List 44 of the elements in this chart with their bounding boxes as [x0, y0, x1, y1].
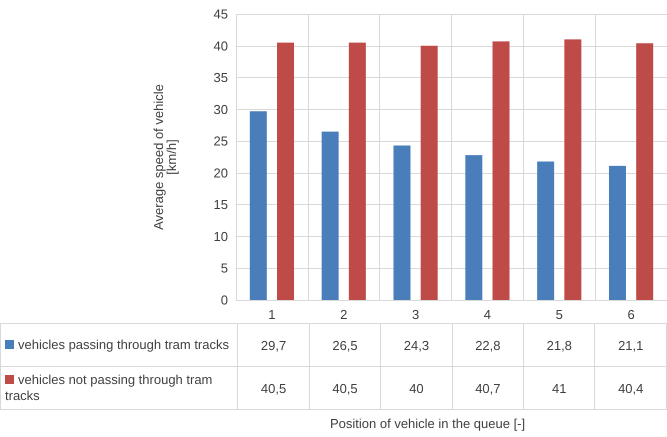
data-label: 41	[524, 366, 595, 410]
bar	[537, 161, 554, 300]
y-tick-label: 10	[214, 228, 228, 244]
bar	[277, 42, 294, 300]
y-tick-label: 35	[214, 70, 228, 86]
bar	[564, 39, 582, 300]
legend-label: vehicles passing through tram tracks	[0, 324, 238, 366]
data-label: 40,7	[452, 366, 524, 410]
legend-label: vehicles not passing through tram tracks	[0, 366, 238, 410]
data-label: 40,5	[238, 366, 310, 410]
bar	[420, 46, 438, 300]
data-label: 26,5	[309, 324, 381, 366]
data-label: 40	[380, 366, 452, 410]
text: Position of vehicle in the queue [-]	[330, 416, 526, 431]
x-tick-label: 1	[268, 307, 276, 322]
y-tick-label: 30	[214, 102, 228, 117]
bar	[636, 43, 654, 300]
x-tick-label: 4	[484, 307, 492, 322]
y-axis-title: Average speed of vehicle [km/h]	[151, 84, 179, 230]
bar	[250, 111, 267, 300]
y-tick-label: 0	[220, 292, 228, 308]
data-label: 40,5	[309, 366, 381, 410]
x-tick-label: 3	[412, 307, 420, 322]
data-label: 29,7	[238, 324, 310, 366]
y-tick-label: 15	[214, 197, 228, 212]
x-tick-label: 2	[340, 307, 348, 322]
data-label: 24,3	[380, 324, 452, 366]
y-tick-label: 5	[220, 260, 228, 276]
bar	[393, 146, 410, 300]
data-label: 22,8	[452, 324, 524, 366]
data-label: 40,4	[594, 366, 666, 410]
y-tick-label: 45	[214, 6, 228, 22]
x-tick-label: 6	[627, 307, 635, 322]
y-tick-label: 20	[214, 165, 228, 180]
bar	[348, 42, 366, 300]
x-tick-label: 5	[556, 307, 563, 322]
bar	[492, 41, 510, 300]
bar	[465, 155, 482, 300]
data-label: 21,1	[594, 324, 666, 366]
bar	[322, 132, 339, 300]
bar	[608, 166, 626, 300]
y-tick-label: 40	[214, 38, 228, 54]
y-tick-label: 25	[214, 134, 228, 149]
data-label: 21,8	[524, 324, 595, 366]
